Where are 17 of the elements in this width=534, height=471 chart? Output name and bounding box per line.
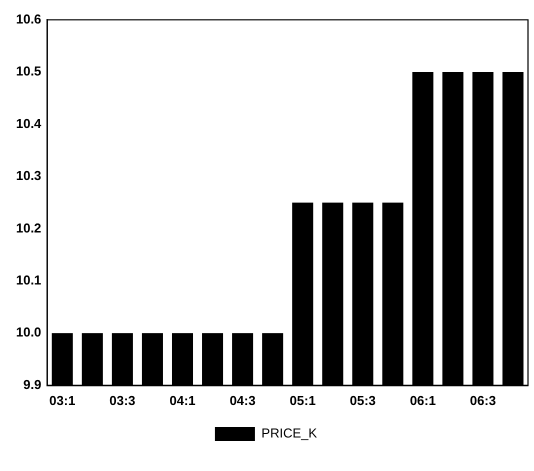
y-tick-label: 10.4 bbox=[16, 116, 42, 131]
x-tick-label: 05:3 bbox=[350, 392, 376, 408]
y-tick-label: 10.5 bbox=[16, 64, 42, 79]
x-tick-label: 06:3 bbox=[470, 392, 496, 408]
x-tick-label: 05:1 bbox=[290, 392, 316, 408]
y-tick-label: 10.1 bbox=[16, 272, 42, 288]
x-tick-label: 04:3 bbox=[230, 392, 256, 408]
x-tick-label: 03:1 bbox=[49, 392, 76, 408]
x-tick-label: 03:3 bbox=[109, 392, 136, 408]
x-tick-label: 06:1 bbox=[410, 392, 436, 408]
legend-label: PRICE_K bbox=[261, 426, 318, 441]
y-tick-label: 10.3 bbox=[16, 168, 42, 184]
y-tick-label: 10.0 bbox=[16, 324, 42, 340]
y-tick-label: 10.2 bbox=[16, 220, 42, 236]
y-tick-label: 9.9 bbox=[23, 376, 42, 392]
x-tick-label: 04:1 bbox=[169, 392, 196, 408]
y-tick-label: 10.6 bbox=[16, 11, 42, 26]
